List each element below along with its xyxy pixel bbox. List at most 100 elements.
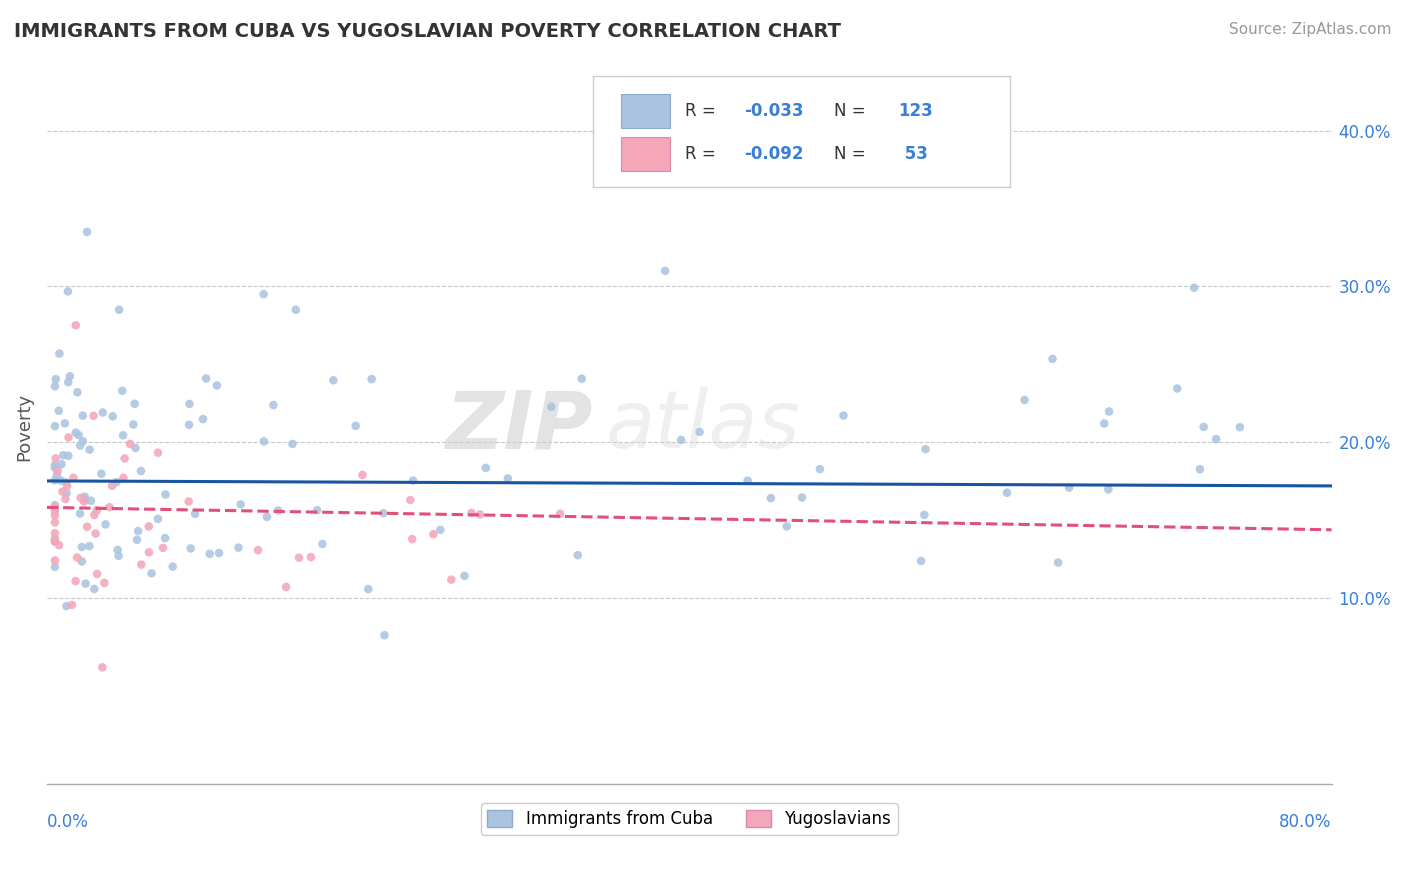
Point — [737, 474, 759, 488]
Point — [429, 523, 451, 537]
Text: -0.033: -0.033 — [744, 102, 804, 120]
Point — [67, 428, 90, 442]
Point — [153, 531, 176, 545]
Point — [776, 519, 799, 533]
Point — [65, 318, 87, 333]
Point — [1042, 351, 1064, 366]
Point — [52, 448, 75, 462]
Point — [48, 404, 70, 418]
Point — [357, 582, 380, 596]
Point — [360, 372, 382, 386]
Point — [1188, 462, 1211, 476]
Point — [402, 474, 425, 488]
Point — [1205, 432, 1227, 446]
Point — [107, 543, 129, 558]
Point — [101, 479, 124, 493]
Point — [69, 491, 91, 505]
Bar — [621, 136, 669, 171]
Point — [53, 417, 76, 431]
Point — [910, 554, 932, 568]
Point — [155, 487, 177, 501]
Point — [208, 546, 231, 560]
Point — [111, 384, 134, 398]
Point — [1014, 392, 1036, 407]
Point — [401, 532, 423, 546]
Point — [1057, 481, 1080, 495]
Point — [91, 405, 114, 419]
Point — [912, 508, 935, 522]
Point — [45, 451, 67, 466]
Point — [177, 417, 200, 432]
Point — [48, 346, 70, 360]
Point — [62, 471, 84, 485]
Point — [91, 660, 114, 674]
Text: R =: R = — [685, 102, 721, 120]
Point — [46, 464, 69, 478]
Point — [44, 508, 66, 523]
Point — [352, 467, 374, 482]
Point — [373, 628, 395, 642]
Point — [1098, 404, 1121, 418]
Point — [125, 533, 148, 547]
Point — [51, 474, 73, 488]
Point — [262, 398, 284, 412]
Point — [48, 538, 70, 552]
Point — [44, 498, 66, 512]
Point — [540, 400, 562, 414]
Point — [307, 503, 329, 517]
Point — [299, 549, 322, 564]
Point — [86, 566, 108, 581]
Point — [72, 409, 94, 423]
Point — [179, 397, 201, 411]
Point — [83, 409, 105, 423]
Point — [51, 484, 73, 499]
Point — [101, 409, 124, 424]
Text: 123: 123 — [898, 102, 934, 120]
Point — [69, 439, 91, 453]
Text: IMMIGRANTS FROM CUBA VS YUGOSLAVIAN POVERTY CORRELATION CHART: IMMIGRANTS FROM CUBA VS YUGOSLAVIAN POVE… — [14, 22, 841, 41]
Point — [228, 541, 250, 555]
Point — [198, 547, 221, 561]
Point — [44, 458, 66, 472]
Point — [284, 302, 307, 317]
Point — [90, 467, 112, 481]
Point — [44, 533, 66, 548]
Point — [112, 428, 135, 442]
Point — [274, 580, 297, 594]
Point — [229, 497, 252, 511]
Point — [65, 574, 87, 589]
Point — [58, 430, 80, 444]
Point — [1092, 417, 1115, 431]
Point — [66, 385, 89, 400]
Point — [58, 449, 80, 463]
Point — [129, 464, 152, 478]
Bar — [621, 94, 669, 128]
Point — [571, 372, 593, 386]
Point — [94, 517, 117, 532]
Point — [93, 576, 115, 591]
Point — [44, 553, 66, 567]
Point — [127, 524, 149, 538]
Point — [138, 545, 160, 559]
Point — [56, 285, 79, 299]
Point — [112, 471, 135, 485]
Point — [344, 418, 367, 433]
Point — [288, 550, 311, 565]
Point — [548, 507, 571, 521]
Point — [44, 502, 66, 516]
Text: 0.0%: 0.0% — [46, 813, 89, 831]
Point — [567, 548, 589, 562]
Point — [58, 375, 80, 389]
Point — [72, 434, 94, 449]
Point — [247, 543, 270, 558]
Point — [654, 264, 676, 278]
Point — [195, 371, 218, 385]
Point — [76, 225, 98, 239]
Point — [191, 412, 214, 426]
Point — [808, 462, 831, 476]
Text: N =: N = — [834, 145, 872, 162]
Text: -0.092: -0.092 — [744, 145, 804, 162]
Point — [55, 491, 77, 506]
Point — [1166, 382, 1188, 396]
Point — [44, 532, 66, 546]
